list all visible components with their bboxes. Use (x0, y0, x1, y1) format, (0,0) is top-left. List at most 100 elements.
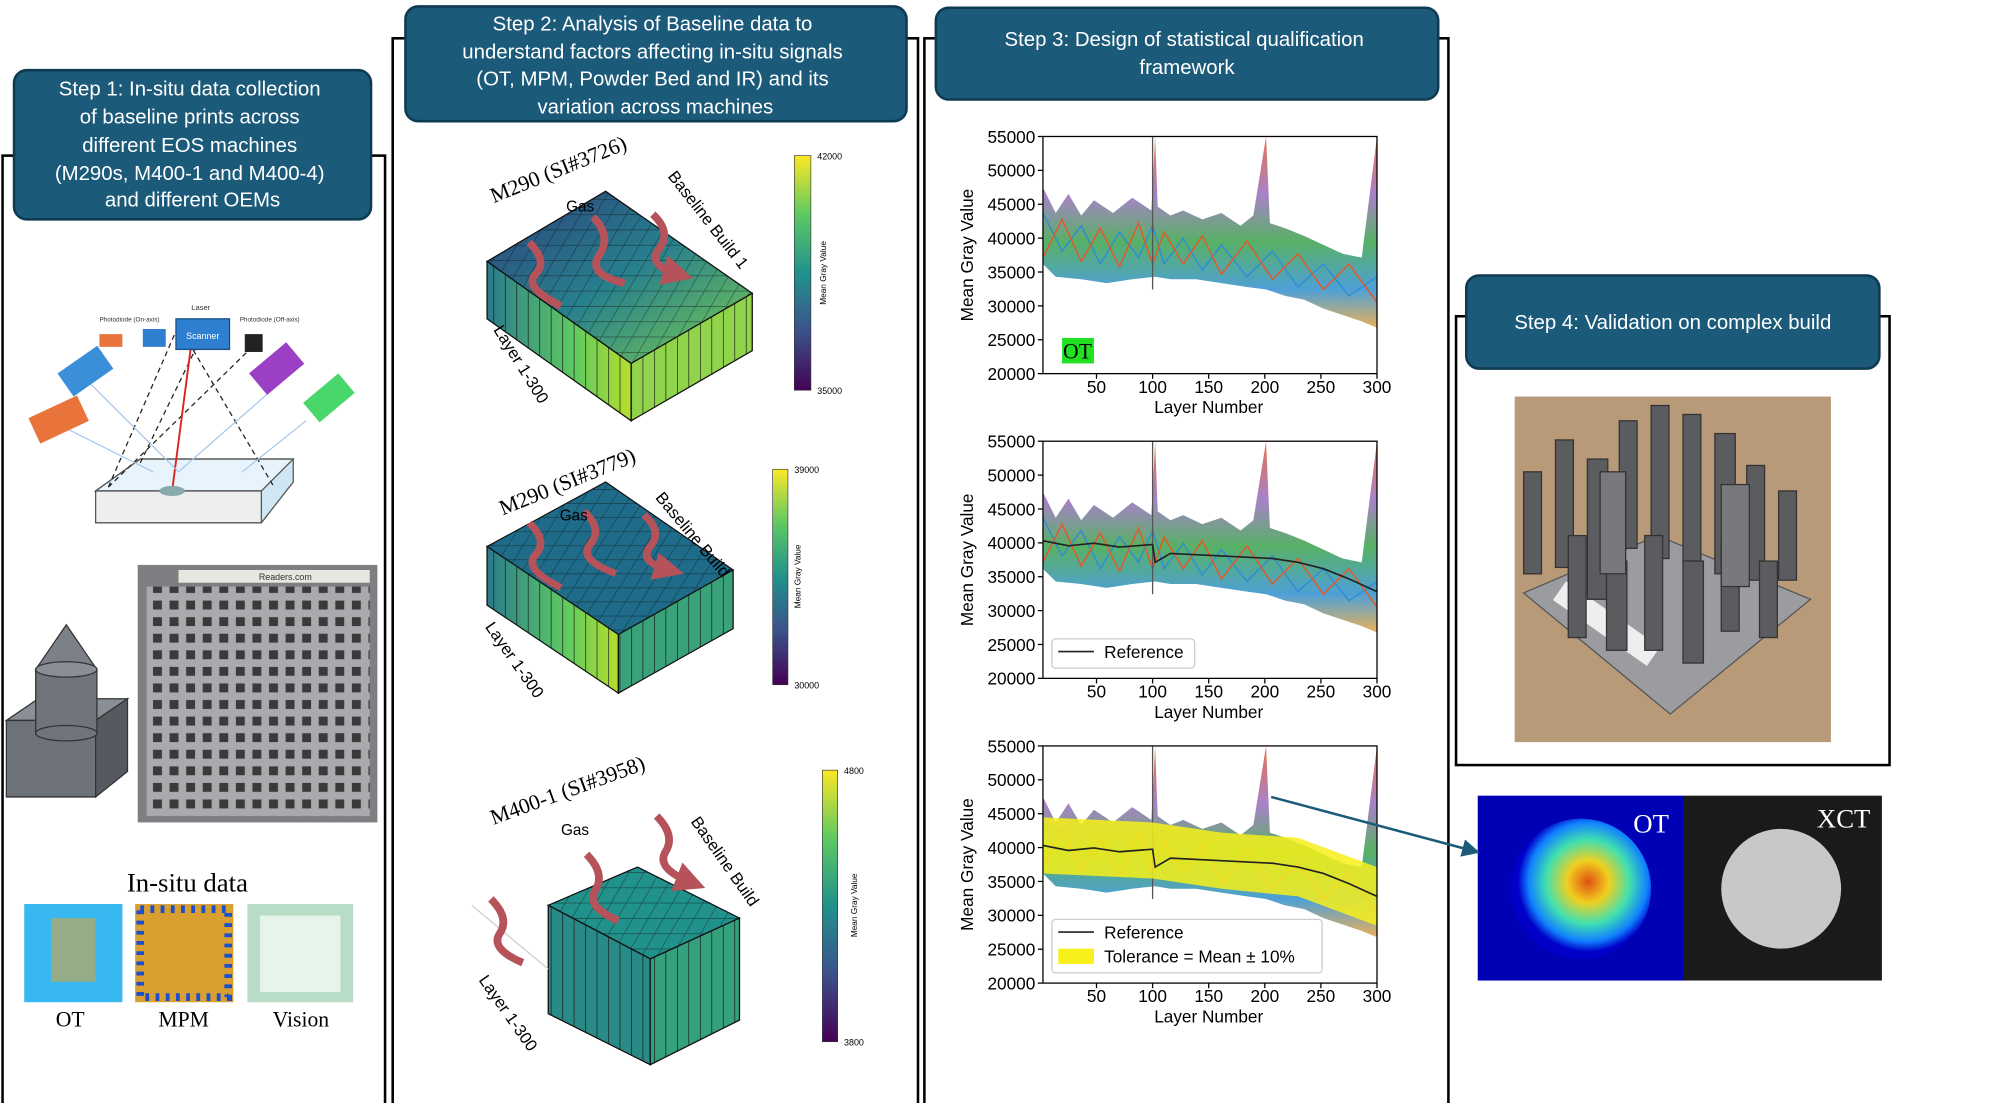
x-tick-label: 300 (1363, 681, 1392, 701)
x-tick-label: 50 (1087, 377, 1106, 397)
layer-label: Layer 1-300 (475, 971, 541, 1054)
title-line: Step 1: In-situ data collection (59, 79, 321, 101)
y-tick-label: 25000 (987, 635, 1035, 655)
schematic-label: Scanner (186, 331, 219, 341)
shape-path (488, 813, 691, 967)
x-tick-label: 100 (1138, 681, 1167, 701)
gas-label: Gas (561, 822, 589, 839)
colorbar-tick: 39000 (794, 465, 819, 475)
shape-rect (244, 334, 263, 352)
shape-rect (35, 668, 98, 734)
shape-ellipse (35, 661, 98, 678)
y-tick-label: 45000 (987, 499, 1035, 519)
signal-traces (1043, 441, 1377, 632)
y-tick-label: 50000 (987, 161, 1035, 181)
colorbar (794, 155, 812, 391)
step4-header (1464, 274, 1881, 370)
legend-swatch (1058, 948, 1094, 964)
step1-header (12, 68, 373, 221)
y-tick-label: 50000 (987, 465, 1035, 485)
annotation-bg (1062, 337, 1094, 364)
shape-path (526, 508, 669, 591)
ot-image (51, 918, 96, 982)
step3-title: Step 3: Design of statistical qualificat… (1005, 29, 1370, 79)
insitu-title: In-situ data (127, 867, 248, 897)
y-tick-label: 45000 (987, 804, 1035, 824)
shape-polygon (94, 697, 129, 799)
x-tick-label: 200 (1250, 377, 1279, 397)
mpm-image (135, 904, 234, 1003)
x-tick-label: 150 (1194, 986, 1223, 1006)
shape-polygon (487, 191, 753, 364)
x-tick-label: 150 (1194, 377, 1223, 397)
shape-polygon (650, 918, 740, 1065)
shape-rect (28, 395, 89, 444)
bar3d-plot (471, 813, 741, 1066)
colorbar-tick: 4800 (844, 766, 864, 776)
gas-label: Gas (566, 199, 594, 216)
x-tick-label: 300 (1363, 986, 1392, 1006)
colorbar-tick: 3800 (844, 1038, 864, 1048)
shape-path (50, 382, 307, 473)
shape-rect (175, 318, 231, 351)
line-chart: 20000 25000 30000 35000 40000 45000 50000 55000… (957, 736, 1392, 1026)
y-tick-label: 25000 (987, 940, 1035, 960)
legend-box (1051, 638, 1196, 669)
shape-polygon (93, 458, 295, 492)
title-line: Step 3: Design of statistical qualificat… (1005, 29, 1364, 51)
y-tick-label: 40000 (987, 228, 1035, 248)
insitu-label: MPM (158, 1007, 209, 1031)
y-tick-label: 35000 (987, 262, 1035, 282)
shape-rect (146, 586, 370, 817)
y-axis-label: Mean Gray Value (957, 493, 977, 626)
shape-ellipse (159, 485, 185, 497)
shape-path (526, 211, 678, 310)
title-line: variation across machines (537, 97, 773, 119)
y-tick-label: 25000 (987, 330, 1035, 350)
step3-header (934, 6, 1440, 101)
y-tick-label: 20000 (987, 364, 1035, 384)
colorbar-tick: 42000 (817, 151, 842, 161)
mpm-image (136, 905, 233, 1001)
legend-box (1051, 918, 1323, 974)
shape-polygon (487, 261, 632, 421)
ruler-label: Readers.com (259, 572, 312, 582)
x-tick-label: 250 (1307, 681, 1336, 701)
shape-polygon (487, 546, 619, 694)
y-tick-label: 20000 (987, 669, 1035, 689)
plot-frame (1042, 440, 1378, 679)
colorbar-label: Mean Gray Value (819, 241, 828, 305)
shape-polygon (487, 482, 734, 635)
step2-header (404, 5, 908, 123)
y-tick-label: 20000 (987, 973, 1035, 993)
bar3d-plot (485, 190, 754, 423)
legend-label: Tolerance = Mean ± 10% (1104, 947, 1295, 967)
shape-rect (1682, 560, 1705, 664)
step2-title: Step 2: Analysis of Baseline data to und… (462, 14, 848, 119)
colorbar-tick: 30000 (794, 681, 819, 691)
shape-polygon (618, 569, 734, 694)
legend-label: Reference (1104, 922, 1183, 942)
ot-result-image (1510, 818, 1652, 959)
y-tick-label: 55000 (987, 736, 1035, 756)
plot-frame (1042, 745, 1378, 984)
shape-rect (99, 334, 123, 347)
x-axis-label: Layer Number (1154, 397, 1263, 417)
cone-part (4, 623, 130, 799)
plot-title: M400-1 (SI#3958) (487, 751, 648, 829)
title-line: (M290s, M400-1 and M400-4) (55, 163, 325, 185)
x-axis-label: Layer Number (1154, 702, 1263, 722)
legend-label: Reference (1104, 642, 1183, 662)
title-line: and different OEMs (105, 190, 280, 212)
shape-path (171, 344, 193, 492)
build-label: Baseline Build (687, 813, 763, 910)
x-tick-label: 250 (1307, 986, 1336, 1006)
x-tick-label: 50 (1087, 986, 1106, 1006)
insitu-label: Vision (273, 1007, 330, 1031)
shape-path (471, 904, 549, 970)
line-chart: 20000 25000 30000 35000 40000 45000 50000 55000… (957, 127, 1392, 417)
x-axis-label: Layer Number (1154, 1007, 1263, 1027)
